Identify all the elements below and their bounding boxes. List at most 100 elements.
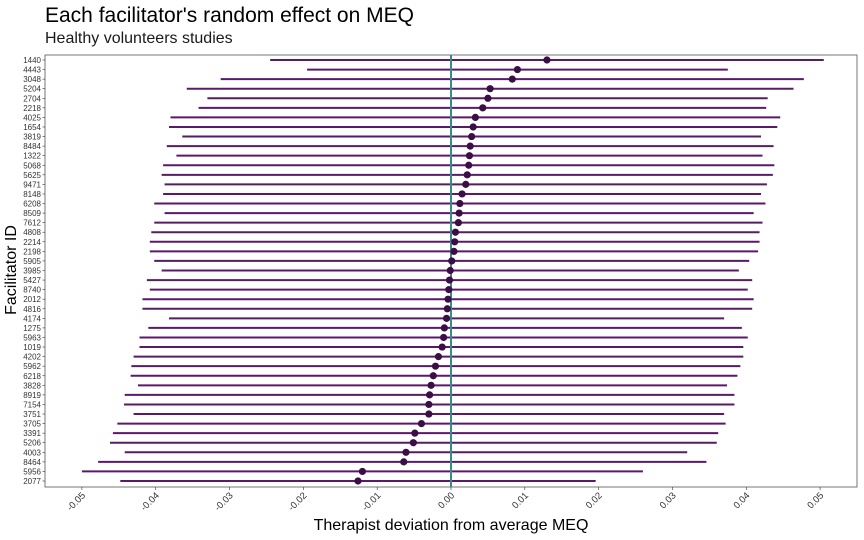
chart-title: Each facilitator's random effect on MEQ bbox=[45, 4, 414, 27]
x-tick-label: 0.03 bbox=[658, 490, 679, 511]
y-tick-label: 5206 bbox=[23, 439, 41, 448]
y-tick-label: 4816 bbox=[23, 305, 41, 314]
y-tick-label: 8148 bbox=[23, 190, 41, 199]
x-axis-title: Therapist deviation from average MEQ bbox=[314, 517, 589, 534]
y-tick-label: 6208 bbox=[23, 200, 41, 209]
y-tick-label: 2704 bbox=[23, 94, 41, 103]
estimate-point-1440 bbox=[543, 56, 551, 64]
estimate-point-2704 bbox=[484, 94, 492, 102]
estimate-point-5963 bbox=[440, 333, 448, 342]
estimate-point-2012 bbox=[444, 295, 452, 303]
chart-subtitle: Healthy volunteers studies bbox=[45, 30, 233, 47]
estimate-point-5206 bbox=[409, 439, 417, 447]
estimate-point-2214 bbox=[451, 238, 459, 246]
estimate-point-5625 bbox=[463, 171, 471, 179]
estimate-point-5204 bbox=[486, 85, 494, 93]
y-tick-label: 7154 bbox=[23, 400, 41, 409]
estimate-point-1654 bbox=[469, 123, 477, 131]
y-tick-label: 8484 bbox=[23, 142, 41, 151]
estimate-point-4025 bbox=[471, 113, 479, 122]
y-tick-label: 3705 bbox=[23, 420, 41, 429]
y-tick-label: 2214 bbox=[23, 238, 41, 247]
x-tick-label: -0.02 bbox=[286, 490, 309, 513]
y-tick-label: 1654 bbox=[23, 123, 41, 132]
estimate-point-8740 bbox=[445, 286, 453, 294]
y-tick-label: 3048 bbox=[23, 75, 41, 84]
y-tick-label: 3828 bbox=[23, 381, 41, 390]
x-tick-label: -0.03 bbox=[213, 490, 236, 513]
y-axis-title: Facilitator ID bbox=[3, 225, 20, 315]
estimate-point-3751 bbox=[425, 410, 433, 418]
estimate-point-7612 bbox=[454, 219, 462, 227]
x-tick-label: 0.04 bbox=[732, 490, 753, 511]
y-tick-label: 5956 bbox=[23, 467, 41, 476]
estimate-point-6208 bbox=[456, 199, 464, 208]
estimate-point-1322 bbox=[465, 152, 474, 160]
y-tick-label: 3819 bbox=[23, 133, 41, 142]
y-tick-label: 3985 bbox=[23, 267, 41, 276]
estimate-point-5905 bbox=[448, 257, 456, 265]
estimate-point-4816 bbox=[443, 305, 451, 313]
x-tick-label: 0.01 bbox=[510, 490, 531, 511]
estimate-point-8919 bbox=[425, 391, 434, 399]
y-tick-label: 5204 bbox=[23, 85, 41, 94]
y-tick-label: 2012 bbox=[23, 295, 41, 304]
y-tick-label: 4443 bbox=[23, 66, 41, 75]
estimate-point-8148 bbox=[458, 190, 466, 198]
x-tick-label: -0.05 bbox=[65, 490, 88, 513]
y-tick-label: 4808 bbox=[23, 228, 41, 237]
y-tick-label: 8740 bbox=[23, 286, 41, 295]
y-tick-label: 1322 bbox=[23, 152, 41, 161]
x-tick-label: 0.02 bbox=[584, 490, 605, 511]
y-tick-label: 5963 bbox=[23, 333, 41, 342]
y-tick-label: 5962 bbox=[23, 362, 41, 371]
estimate-point-3819 bbox=[468, 132, 476, 141]
estimate-point-8484 bbox=[466, 142, 474, 150]
y-tick-labels: 1440444330485204270422184025165438198484… bbox=[23, 56, 45, 486]
y-tick-label: 5427 bbox=[23, 276, 41, 285]
y-tick-label: 5068 bbox=[23, 161, 41, 170]
estimate-point-3048 bbox=[508, 75, 516, 83]
x-tick-label: 0.05 bbox=[805, 490, 826, 511]
estimate-point-4202 bbox=[434, 353, 443, 361]
estimate-point-5068 bbox=[465, 161, 473, 169]
estimate-point-4443 bbox=[513, 65, 522, 74]
estimate-points bbox=[354, 56, 551, 485]
y-tick-label: 1019 bbox=[23, 343, 41, 352]
estimate-point-5427 bbox=[445, 276, 454, 284]
x-tick-labels: -0.05 -0.04 -0.03 -0.02 -0.01 0.00 0.01 0.02 0.0… bbox=[65, 487, 826, 513]
y-tick-label: 9471 bbox=[23, 180, 41, 189]
estimate-point-9471 bbox=[462, 180, 470, 188]
estimate-point-4003 bbox=[402, 448, 410, 456]
estimate-point-4174 bbox=[442, 314, 451, 322]
y-tick-label: 3751 bbox=[23, 410, 41, 419]
y-tick-label: 7612 bbox=[23, 219, 41, 228]
y-tick-label: 8509 bbox=[23, 209, 41, 218]
y-tick-label: 1275 bbox=[23, 324, 41, 333]
y-tick-label: 2198 bbox=[23, 247, 41, 256]
estimate-point-2198 bbox=[450, 247, 458, 255]
estimate-point-3705 bbox=[417, 419, 426, 428]
y-tick-label: 2077 bbox=[23, 477, 41, 486]
y-tick-label: 4025 bbox=[23, 113, 41, 122]
y-tick-label: 6218 bbox=[23, 372, 41, 381]
estimate-point-1275 bbox=[440, 324, 448, 332]
estimate-point-3828 bbox=[427, 381, 435, 389]
y-tick-label: 4202 bbox=[23, 353, 41, 362]
estimate-point-5956 bbox=[358, 467, 367, 476]
estimate-point-5962 bbox=[431, 362, 440, 370]
estimate-point-4808 bbox=[451, 228, 460, 236]
estimate-point-3391 bbox=[411, 429, 419, 437]
estimate-point-7154 bbox=[425, 400, 433, 409]
y-tick-label: 4003 bbox=[23, 448, 41, 457]
estimate-point-1019 bbox=[438, 343, 446, 351]
x-tick-label: -0.01 bbox=[360, 490, 383, 513]
estimate-point-2077 bbox=[354, 477, 362, 485]
y-tick-label: 4174 bbox=[23, 314, 41, 323]
y-tick-label: 5905 bbox=[23, 257, 41, 266]
estimate-point-2218 bbox=[479, 104, 487, 112]
y-tick-label: 5625 bbox=[23, 171, 41, 180]
y-tick-label: 8464 bbox=[23, 458, 41, 467]
